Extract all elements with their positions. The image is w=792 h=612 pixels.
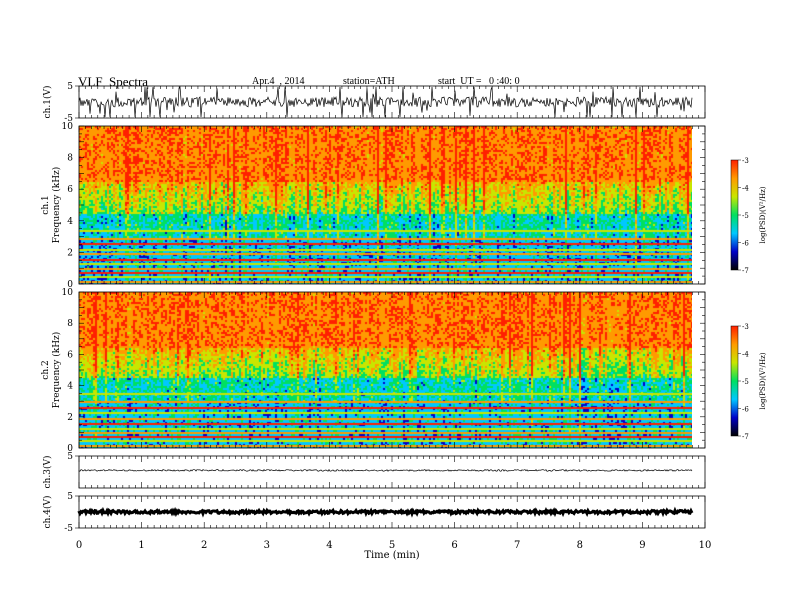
x-tick-label: 8	[577, 540, 583, 551]
ch1-spectrogram-image	[79, 126, 692, 284]
ch1-spec-ylabel-frequency: Frequency (kHz)	[51, 167, 62, 244]
trace-layer	[77, 86, 694, 518]
ch1-ytick-label: 5	[67, 82, 73, 92]
ch2-spec-colorbar-label: log(PSD)(V²/Hz)	[759, 352, 767, 409]
ch1-spec-ytick-label: 0	[67, 280, 73, 290]
ch3-ytick-label: 5	[67, 452, 73, 462]
ch1-ytick-label: -5	[64, 114, 73, 124]
ch4-trace	[77, 506, 694, 518]
ch1-spec-ytick-label: 8	[67, 154, 73, 164]
header-station: station=ATH	[343, 76, 395, 87]
ch1-spec-ytick-label: 2	[67, 248, 73, 258]
figure-title: VLF Spectra	[78, 74, 149, 89]
ch1-spec-ytick-label: 6	[67, 185, 73, 195]
ch2-spec-colorbar-tick-label: -7	[742, 433, 749, 441]
ch1-spec-ytick-label: 10	[62, 122, 74, 132]
ch3-trace	[78, 468, 693, 472]
ch2-spec-ylabel-frequency: Frequency (kHz)	[51, 332, 62, 409]
ch2-spec-ylabel-channel: ch.2	[41, 360, 51, 379]
ch2-spec-ytick-label: 2	[67, 413, 73, 423]
ch2-spec-colorbar-tick-label: -4	[742, 351, 749, 359]
ch1-spec-ylabel-channel: ch.1	[41, 195, 51, 214]
header-start-time: start UT = 0 :40: 0	[438, 76, 520, 87]
ch2-spec-ytick-label: 10	[62, 288, 74, 298]
frame-layer	[75, 85, 741, 529]
ch1-spec-ytick-label: 4	[67, 217, 73, 227]
x-tick-label: 0	[76, 540, 82, 551]
ch2-spec-ytick-label: 0	[67, 444, 73, 454]
x-tick-label: 5	[389, 540, 395, 551]
x-tick-label: 1	[138, 540, 144, 551]
x-tick-label: 3	[264, 540, 270, 551]
ch4-ytick-label: 5	[67, 492, 73, 502]
x-tick-label: 6	[451, 540, 457, 551]
ch1-ylabel: ch.1(V)	[42, 86, 53, 119]
ch2-spec-ytick-label: 4	[67, 382, 73, 392]
ch1-spec-colorbar-label: log(PSD)(V²/Hz)	[759, 186, 767, 243]
spectrogram-layer	[79, 126, 692, 448]
ch2-spec-colorbar-tick-label: -3	[742, 323, 749, 331]
x-tick-label: 4	[326, 540, 332, 551]
ch4-ytick-label: -5	[64, 524, 73, 534]
x-tick-label: 9	[639, 540, 645, 551]
ch4-ylabel: ch.4(V)	[42, 496, 53, 529]
ch2-spec-ytick-label: 6	[67, 350, 73, 360]
x-axis-label: Time (min)	[364, 550, 419, 561]
ch1-trace	[78, 86, 693, 118]
ch1-spec-colorbar-tick-label: -6	[742, 240, 749, 248]
header-date: Apr.4 , 2014	[252, 76, 305, 87]
ch2-spec-colorbar	[730, 325, 739, 437]
ch2-spec-ytick-label: 8	[67, 319, 73, 329]
x-tick-label: 7	[514, 540, 520, 551]
ch3-ylabel: ch.3(V)	[42, 456, 53, 489]
ch2-spec-colorbar-tick-label: -5	[742, 378, 749, 386]
ch1-spec-colorbar-tick-label: -3	[742, 157, 749, 165]
x-tick-label: 2	[201, 540, 207, 551]
x-tick-label: 10	[699, 540, 712, 551]
ch1-spec-colorbar-tick-label: -7	[742, 267, 749, 275]
ch1-spec-colorbar-tick-label: -4	[742, 185, 749, 193]
ch1-spec-colorbar-tick-label: -5	[742, 212, 749, 220]
ch1-spec-colorbar	[730, 159, 739, 271]
ch2-spectrogram-image	[79, 292, 692, 448]
ch2-spec-colorbar-tick-label: -6	[742, 406, 749, 414]
